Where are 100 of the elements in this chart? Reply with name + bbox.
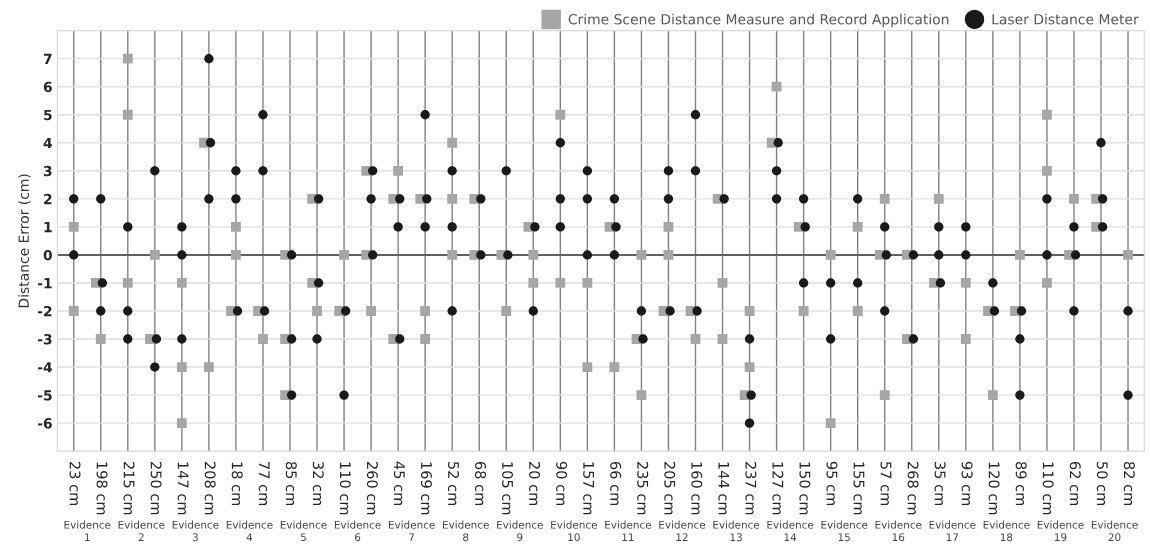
point — [879, 193, 890, 204]
x-tick-label: 57 cm — [880, 462, 892, 506]
point — [636, 250, 647, 260]
point — [176, 278, 187, 288]
x-tick-label: 147 cm — [177, 462, 189, 515]
point — [232, 306, 243, 316]
point — [341, 306, 351, 316]
y-tick-label: 5 — [44, 109, 52, 121]
x-tick-label: 157 cm — [583, 462, 594, 515]
x-tick-label: 68 cm — [474, 461, 487, 506]
point — [447, 166, 457, 176]
x-tick-label: 250 cm — [150, 461, 162, 515]
point — [744, 306, 755, 316]
point — [447, 222, 457, 232]
text: Evidence 13 — [713, 520, 760, 542]
point — [1042, 250, 1052, 260]
text: Evidence 19 — [1037, 520, 1084, 542]
point — [1097, 222, 1108, 232]
point — [690, 334, 701, 344]
point — [368, 250, 378, 260]
point — [177, 222, 187, 232]
x-tick-label: 93 cm — [961, 461, 973, 506]
point — [1042, 109, 1052, 120]
point — [528, 278, 539, 288]
point — [420, 110, 430, 120]
y-tick-label: -1 — [37, 278, 52, 289]
point — [961, 222, 971, 232]
y-tick-label: 1 — [44, 222, 52, 233]
point — [933, 193, 944, 204]
point — [881, 250, 892, 260]
point — [744, 418, 755, 428]
point — [1070, 250, 1081, 260]
point — [609, 194, 620, 204]
point — [1016, 306, 1027, 316]
point — [286, 250, 297, 260]
point — [69, 250, 79, 260]
point — [447, 250, 458, 260]
point — [692, 306, 702, 316]
text: Evidence 15 — [821, 520, 868, 542]
point — [663, 221, 674, 232]
point — [366, 194, 376, 204]
point — [422, 194, 432, 204]
point — [1015, 334, 1025, 344]
point — [690, 110, 701, 120]
point — [908, 250, 919, 260]
point — [204, 194, 214, 204]
point — [611, 222, 621, 232]
point — [690, 166, 701, 176]
point — [95, 334, 106, 344]
x-tick-label: 50 cm — [1096, 462, 1108, 506]
x-tick-label: 82 cm — [1123, 461, 1135, 506]
point — [1069, 193, 1079, 204]
y-tick-label: -4 — [37, 362, 52, 373]
point — [719, 194, 729, 204]
x-tick-label: 62 cm — [1069, 461, 1081, 506]
point — [1123, 390, 1133, 400]
point — [476, 194, 486, 204]
point — [501, 166, 511, 176]
text: Evidence 20 — [1091, 520, 1138, 542]
point — [150, 362, 160, 372]
y-tick-label: 6 — [43, 81, 52, 93]
point — [503, 250, 513, 260]
point — [96, 306, 106, 316]
x-tick-label: 235 cm — [637, 461, 649, 515]
point — [717, 334, 728, 344]
point — [798, 306, 809, 316]
point — [609, 250, 620, 260]
point — [934, 222, 944, 232]
point — [1042, 165, 1052, 176]
y-tick-label: -2 — [37, 305, 52, 317]
legend-label: Laser Distance Meter — [992, 13, 1139, 25]
point — [286, 390, 297, 400]
text: Evidence 18 — [983, 520, 1030, 542]
point — [122, 278, 133, 288]
point — [420, 334, 431, 344]
point — [69, 194, 79, 204]
x-tick-label: 268 cm — [907, 461, 919, 515]
point — [800, 222, 810, 232]
text: Evidence 1 — [64, 520, 111, 541]
y-tick-label: -6 — [37, 418, 52, 429]
point — [908, 334, 919, 344]
point — [988, 278, 998, 288]
x-tick-label: 110 cm — [339, 462, 351, 515]
point — [663, 194, 674, 204]
point — [150, 166, 160, 176]
point — [123, 306, 133, 316]
point — [852, 306, 863, 316]
point — [122, 53, 133, 64]
point — [663, 250, 674, 260]
x-tick-label: 32 cm — [312, 462, 324, 506]
point — [393, 222, 403, 232]
x-tick-label: 52 cm — [447, 462, 459, 506]
y-tick-label: 3 — [43, 165, 52, 177]
text: Evidence 4 — [226, 520, 273, 541]
x-tick-label: 215 cm — [123, 461, 135, 515]
text: Evidence 3 — [172, 520, 219, 542]
point — [663, 166, 674, 176]
point — [1069, 306, 1079, 316]
point — [961, 250, 971, 260]
point — [636, 390, 647, 401]
